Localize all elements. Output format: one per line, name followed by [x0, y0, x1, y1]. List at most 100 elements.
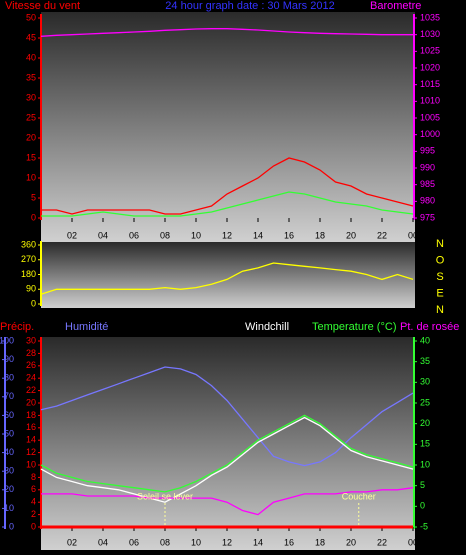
y-tick-label: 45 — [26, 32, 36, 42]
y-tick-label: 25 — [420, 397, 430, 407]
y-tick-label: 1035 — [420, 12, 440, 22]
y-tick-label: 35 — [420, 356, 430, 366]
y-tick-label: 980 — [420, 196, 435, 206]
x-tick-label: 14 — [253, 537, 263, 547]
x-tick-label: 04 — [98, 537, 108, 547]
y-tick-label: 22 — [26, 385, 36, 395]
y-tick-label: 975 — [420, 212, 435, 222]
series-line — [40, 366, 414, 467]
y-tick-label: 1005 — [420, 112, 440, 122]
y-tick-label: 985 — [420, 179, 435, 189]
y-tick-label: 1025 — [420, 46, 440, 56]
y-tick-label: 50 — [4, 428, 14, 438]
y-tick-label: 30 — [26, 92, 36, 102]
y-tick-label: 4 — [31, 497, 36, 507]
y-tick-label: 30 — [4, 466, 14, 476]
compass-label: S — [436, 271, 443, 283]
y-tick-label: 10 — [420, 459, 430, 469]
y-tick-label: 5 — [31, 192, 36, 202]
y-tick-label: 20 — [26, 397, 36, 407]
y-tick-label: 50 — [26, 12, 36, 22]
x-tick-label: 12 — [222, 537, 232, 547]
y-tick-label: 1020 — [420, 62, 440, 72]
x-tick-label: 18 — [315, 537, 325, 547]
x-tick-label: 02 — [67, 230, 77, 240]
y-tick-label: 40 — [26, 52, 36, 62]
series-line — [40, 416, 414, 503]
x-tick-label: 12 — [222, 230, 232, 240]
x-tick-label: 06 — [129, 537, 139, 547]
y-tick-label: 2 — [31, 509, 36, 519]
x-tick-label: 04 — [98, 230, 108, 240]
y-tick-label: 16 — [26, 422, 36, 432]
annotation-label: Soleil se lever — [137, 491, 193, 501]
y-tick-label: 18 — [26, 410, 36, 420]
y-tick-label: 12 — [26, 447, 36, 457]
y-tick-label: 90 — [26, 284, 36, 294]
y-tick-label: 28 — [26, 348, 36, 358]
compass-label: E — [436, 287, 443, 299]
legend-label: Pt. de rosée — [400, 321, 459, 333]
y-tick-label: 10 — [26, 172, 36, 182]
x-tick-label: 20 — [346, 230, 356, 240]
x-tick-label: 08 — [160, 537, 170, 547]
y-tick-label: 24 — [26, 373, 36, 383]
y-tick-label: 1000 — [420, 129, 440, 139]
y-tick-label: 1010 — [420, 96, 440, 106]
series-line — [41, 487, 414, 516]
y-tick-label: 25 — [26, 112, 36, 122]
x-tick-label: 18 — [315, 230, 325, 240]
y-tick-label: 1030 — [420, 29, 440, 39]
series-line — [41, 191, 414, 217]
series-line — [40, 414, 414, 493]
compass-label: O — [436, 254, 445, 266]
x-tick-label: 22 — [377, 230, 387, 240]
x-tick-label: 08 — [160, 230, 170, 240]
y-tick-label: 20 — [420, 418, 430, 428]
y-tick-label: 10 — [4, 503, 14, 513]
y-tick-label: 30 — [420, 377, 430, 387]
y-tick-label: 360 — [21, 239, 36, 249]
y-tick-label: -5 — [420, 521, 428, 531]
y-tick-label: 0 — [31, 521, 36, 531]
x-tick-label: 00 — [408, 537, 418, 547]
y-tick-label: 0 — [9, 521, 14, 531]
y-tick-label: 40 — [420, 335, 430, 345]
y-tick-label: 8 — [31, 472, 36, 482]
legend-label: Barometre — [370, 0, 421, 12]
y-tick-label: 180 — [21, 269, 36, 279]
y-tick-label: 990 — [420, 162, 435, 172]
annotation-label: Coucher — [342, 491, 376, 501]
chart-title: 24 hour graph date : 30 Mars 2012 — [165, 0, 334, 12]
series-line — [41, 157, 414, 215]
y-tick-label: 14 — [26, 435, 36, 445]
y-tick-label: 90 — [4, 354, 14, 364]
legend-label: Vitesse du vent — [5, 0, 80, 12]
y-tick-label: 60 — [4, 410, 14, 420]
y-tick-label: 20 — [4, 484, 14, 494]
x-tick-label: 02 — [67, 537, 77, 547]
y-tick-label: 0 — [420, 501, 425, 511]
x-tick-label: 00 — [408, 230, 418, 240]
x-tick-label: 14 — [253, 230, 263, 240]
legend-label: Temperature (°C) — [312, 321, 396, 333]
panel-temperature — [41, 337, 415, 550]
y-tick-label: 10 — [26, 459, 36, 469]
x-tick-label: 10 — [191, 230, 201, 240]
series-line — [40, 28, 413, 37]
y-tick-label: 15 — [420, 439, 430, 449]
x-tick-label: 06 — [129, 230, 139, 240]
x-tick-label: 20 — [346, 537, 356, 547]
y-tick-label: 20 — [26, 132, 36, 142]
legend-label: Précip. — [0, 321, 34, 333]
y-tick-label: 35 — [26, 72, 36, 82]
y-tick-label: 100 — [0, 335, 14, 345]
y-tick-label: 0 — [31, 212, 36, 222]
y-tick-label: 40 — [4, 447, 14, 457]
y-tick-label: 26 — [26, 360, 36, 370]
series-line — [40, 262, 414, 295]
y-tick-label: 30 — [26, 335, 36, 345]
y-tick-label: 70 — [4, 391, 14, 401]
y-tick-label: 995 — [420, 146, 435, 156]
x-tick-label: 22 — [377, 537, 387, 547]
